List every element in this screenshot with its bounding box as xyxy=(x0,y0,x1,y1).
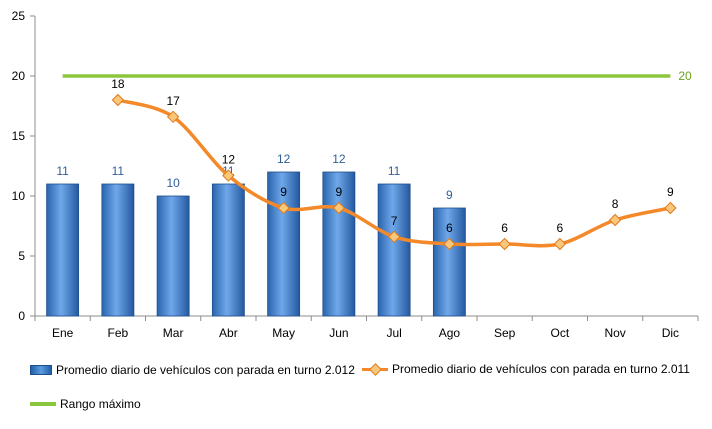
x-tick-label: Jun xyxy=(329,326,348,340)
line-marker xyxy=(277,201,290,215)
line-marker xyxy=(111,93,125,107)
line-marker xyxy=(387,230,401,244)
bar xyxy=(377,183,411,317)
bar-series-2012 xyxy=(46,171,466,317)
bar xyxy=(432,207,466,317)
bar-data-label: 11 xyxy=(388,164,401,178)
x-tick-label: Mar xyxy=(163,326,184,340)
line-marker xyxy=(664,201,677,215)
y-tick-label: 0 xyxy=(18,309,25,323)
bar-data-label: 11 xyxy=(112,164,125,178)
y-tick-label: 10 xyxy=(12,189,26,203)
legend-item-2011: Promedio diario de vehículos con parada … xyxy=(362,362,690,376)
line-data-label: 9 xyxy=(336,185,343,199)
x-tick-label: Oct xyxy=(551,326,570,340)
legend-item-2012: Promedio diario de vehículos con parada … xyxy=(30,363,355,377)
line-marker xyxy=(332,201,346,215)
max-range-line: 20 xyxy=(62,69,692,83)
bar-data-labels: 111110111212119 xyxy=(56,152,453,202)
line-data-label: 6 xyxy=(446,221,453,235)
x-tick-label: Sep xyxy=(494,326,516,340)
y-tick-label: 20 xyxy=(12,69,26,83)
x-tick-label: May xyxy=(272,326,295,340)
bar-data-label: 9 xyxy=(446,188,453,202)
line-data-label: 17 xyxy=(166,94,180,108)
bar-data-label: 12 xyxy=(332,152,346,166)
line-marker xyxy=(608,213,622,227)
bar-data-label: 11 xyxy=(56,164,69,178)
x-tick-label: Ago xyxy=(439,326,461,340)
legend-line-swatch xyxy=(362,363,388,376)
bar-data-label: 12 xyxy=(277,152,291,166)
line-marker xyxy=(553,237,567,251)
bar xyxy=(322,171,356,317)
line-data-label: 18 xyxy=(111,77,125,91)
line-data-label: 9 xyxy=(667,185,674,199)
legend-label-2012: Promedio diario de vehículos con parada … xyxy=(56,363,355,377)
bar xyxy=(101,183,135,317)
y-tick-label: 25 xyxy=(12,9,26,23)
line-marker xyxy=(222,169,235,182)
line-marker xyxy=(166,110,180,124)
line-data-label: 7 xyxy=(391,214,398,228)
legend-bar-swatch xyxy=(30,365,52,375)
bar-data-label: 10 xyxy=(166,176,180,190)
line-data-label: 8 xyxy=(612,197,619,211)
line-marker xyxy=(443,237,456,251)
x-tick-label: Ene xyxy=(52,326,74,340)
line-data-label: 6 xyxy=(501,221,508,235)
legend-label-2011: Promedio diario de vehículos con parada … xyxy=(392,362,690,376)
line-data-label: 9 xyxy=(280,185,287,199)
bar xyxy=(46,183,80,317)
axes xyxy=(30,15,699,321)
bar xyxy=(211,183,245,317)
line-data-label: 12 xyxy=(222,153,236,167)
bar xyxy=(156,195,190,317)
y-tick-label: 5 xyxy=(18,249,25,263)
x-tick-labels: Ene Feb Mar Abr May Jun Jul Ago Sep Oct Nov Dic xyxy=(52,326,679,340)
max-range-label: 20 xyxy=(678,69,692,83)
x-tick-label: Dic xyxy=(662,326,679,340)
x-tick-label: Feb xyxy=(108,326,129,340)
legend-green-swatch xyxy=(30,402,56,406)
line-data-label: 6 xyxy=(557,221,564,235)
bar xyxy=(267,171,301,317)
y-tick-labels: 0 5 10 15 20 25 xyxy=(12,9,26,323)
line-markers xyxy=(111,93,677,251)
x-tick-label: Nov xyxy=(604,326,625,340)
line-marker xyxy=(498,237,511,251)
x-tick-label: Jul xyxy=(386,326,401,340)
line-data-labels: 18 17 12 9 9 7 6 6 6 8 9 xyxy=(111,77,674,235)
legend-label-max: Rango máximo xyxy=(60,397,141,411)
legend-item-max: Rango máximo xyxy=(30,397,141,411)
legend: Promedio diario de vehículos con parada … xyxy=(0,355,712,425)
x-tick-label: Abr xyxy=(219,326,238,340)
y-tick-label: 15 xyxy=(12,129,26,143)
